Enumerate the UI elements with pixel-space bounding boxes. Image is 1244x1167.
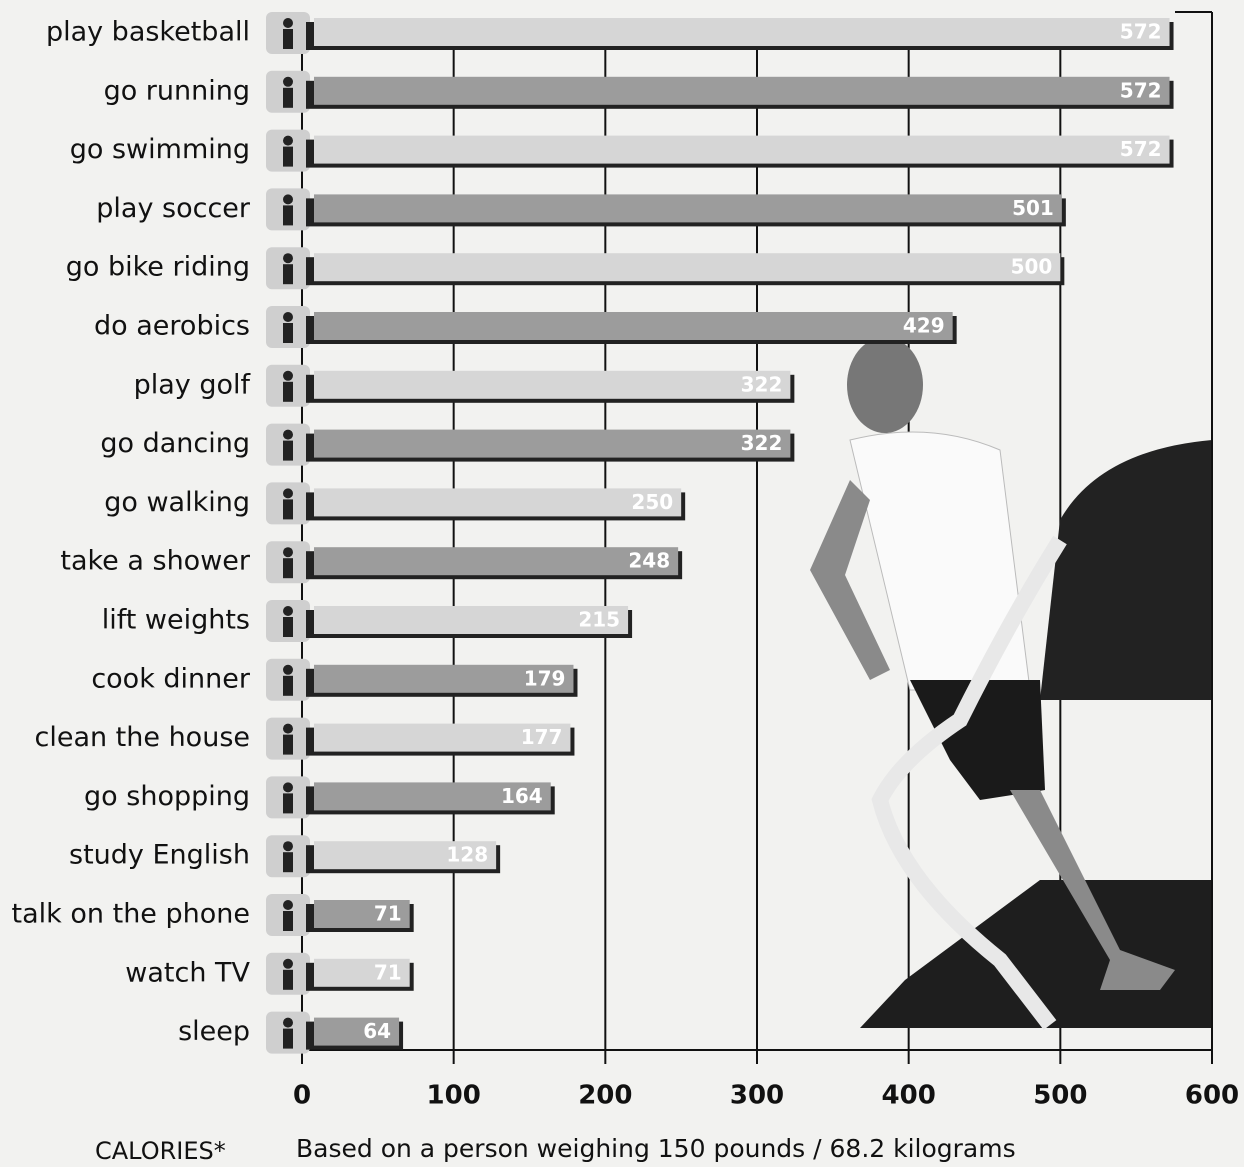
value-label: 128 bbox=[446, 843, 488, 867]
icon-figure bbox=[283, 147, 293, 167]
icon-figure bbox=[283, 900, 293, 910]
icon-figure bbox=[283, 371, 293, 381]
bar bbox=[314, 194, 1062, 222]
icon-figure bbox=[283, 499, 293, 519]
value-label: 71 bbox=[374, 960, 402, 984]
x-tick-label: 500 bbox=[1033, 1081, 1087, 1111]
icon-figure bbox=[283, 676, 293, 696]
icon-figure bbox=[283, 136, 293, 146]
icon-figure bbox=[283, 724, 293, 734]
icon-figure bbox=[283, 852, 293, 872]
x-tick-label: 600 bbox=[1185, 1081, 1239, 1111]
category-label: go shopping bbox=[84, 781, 250, 812]
icon-figure bbox=[283, 323, 293, 343]
category-label: go swimming bbox=[70, 134, 250, 165]
icon-figure bbox=[283, 1018, 293, 1028]
icon-figure bbox=[283, 430, 293, 440]
x-tick-label: 0 bbox=[293, 1081, 311, 1111]
icon-figure bbox=[283, 18, 293, 28]
icon-figure bbox=[283, 841, 293, 851]
category-label: go running bbox=[104, 75, 250, 106]
value-label: 177 bbox=[521, 725, 563, 749]
footnote: Based on a person weighing 150 pounds / … bbox=[296, 1134, 1016, 1163]
category-label: sleep bbox=[178, 1016, 250, 1047]
bar bbox=[314, 547, 678, 575]
value-label: 248 bbox=[628, 549, 670, 573]
x-tick-label: 300 bbox=[730, 1081, 784, 1111]
icon-figure bbox=[283, 782, 293, 792]
bar bbox=[314, 253, 1060, 281]
icon-figure bbox=[283, 911, 293, 931]
icon-figure bbox=[283, 205, 293, 225]
category-label: watch TV bbox=[125, 957, 250, 988]
bar bbox=[314, 136, 1170, 164]
category-label: take a shower bbox=[60, 546, 251, 577]
category-label: do aerobics bbox=[94, 311, 250, 342]
icon-figure bbox=[283, 253, 293, 263]
bar bbox=[314, 77, 1170, 105]
x-tick-label: 100 bbox=[427, 1081, 481, 1111]
category-label: study English bbox=[69, 840, 250, 871]
icon-figure bbox=[283, 606, 293, 616]
value-label: 322 bbox=[741, 431, 783, 455]
icon-figure bbox=[283, 29, 293, 49]
icon-figure bbox=[283, 617, 293, 637]
value-label: 572 bbox=[1120, 78, 1162, 102]
category-label: cook dinner bbox=[91, 663, 251, 694]
x-tick-label: 200 bbox=[578, 1081, 632, 1111]
x-axis-title: CALORIES* bbox=[95, 1137, 226, 1165]
icon-figure bbox=[283, 558, 293, 578]
value-label: 164 bbox=[501, 784, 543, 808]
value-label: 250 bbox=[631, 490, 673, 514]
icon-figure bbox=[283, 312, 293, 322]
value-label: 572 bbox=[1120, 137, 1162, 161]
bar bbox=[314, 312, 953, 340]
value-label: 179 bbox=[524, 666, 566, 690]
category-label: go walking bbox=[104, 487, 250, 518]
x-tick-label: 400 bbox=[882, 1081, 936, 1111]
icon-figure bbox=[283, 382, 293, 402]
icon-figure bbox=[283, 194, 293, 204]
icon-figure bbox=[283, 735, 293, 755]
value-label: 429 bbox=[903, 314, 945, 338]
value-label: 64 bbox=[363, 1019, 391, 1043]
category-label: play soccer bbox=[96, 193, 251, 224]
value-label: 501 bbox=[1012, 196, 1054, 220]
bar bbox=[314, 18, 1170, 46]
icon-figure bbox=[283, 1029, 293, 1049]
value-label: 500 bbox=[1011, 255, 1053, 279]
chart: CALORIES* Based on a person weighing 150… bbox=[0, 0, 1244, 1167]
runner-head bbox=[847, 337, 923, 433]
category-label: clean the house bbox=[34, 722, 250, 753]
value-label: 71 bbox=[374, 902, 402, 926]
bar bbox=[314, 430, 790, 458]
icon-figure bbox=[283, 970, 293, 990]
category-label: go dancing bbox=[100, 428, 250, 459]
category-label: play basketball bbox=[46, 17, 250, 48]
icon-figure bbox=[283, 264, 293, 284]
category-label: go bike riding bbox=[66, 252, 250, 283]
bar bbox=[314, 488, 681, 516]
icon-figure bbox=[283, 547, 293, 557]
icon-figure bbox=[283, 77, 293, 87]
category-label: lift weights bbox=[102, 605, 250, 636]
icon-figure bbox=[283, 793, 293, 813]
icon-figure bbox=[283, 488, 293, 498]
value-label: 572 bbox=[1120, 20, 1162, 44]
icon-figure bbox=[283, 959, 293, 969]
category-label: talk on the phone bbox=[12, 899, 250, 930]
icon-figure bbox=[283, 665, 293, 675]
category-label: play golf bbox=[134, 369, 252, 400]
icon-figure bbox=[283, 88, 293, 108]
icon-figure bbox=[283, 441, 293, 461]
bar bbox=[314, 371, 790, 399]
value-label: 322 bbox=[741, 372, 783, 396]
page: CALORIES* Based on a person weighing 150… bbox=[0, 0, 1244, 1167]
value-label: 215 bbox=[578, 608, 620, 632]
